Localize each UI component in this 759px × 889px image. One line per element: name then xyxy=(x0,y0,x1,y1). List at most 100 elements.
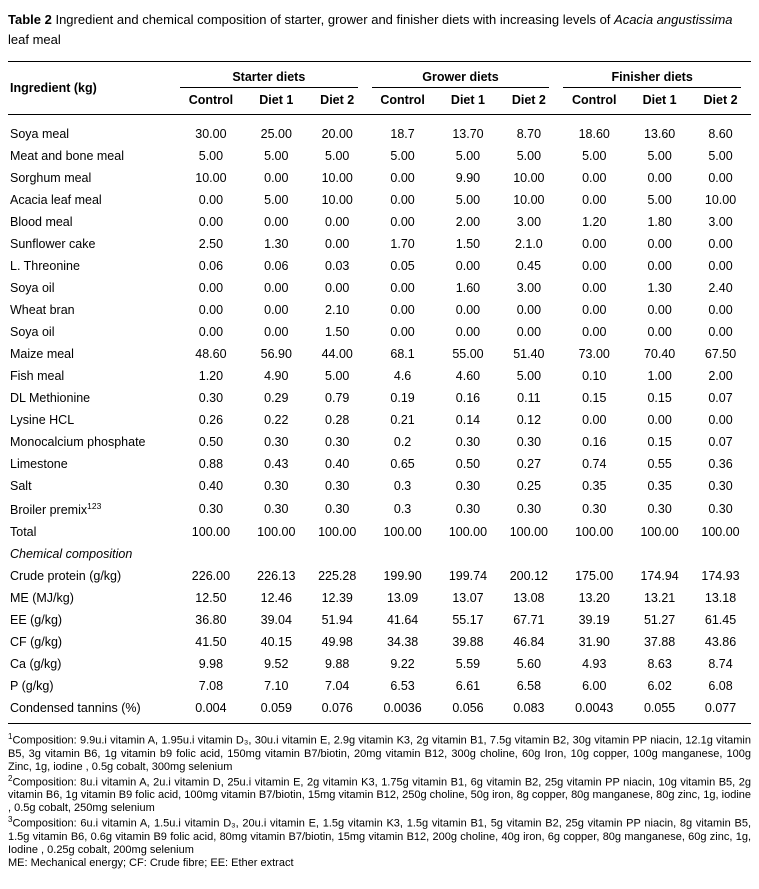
column-group-grower-label: Grower diets xyxy=(371,70,550,88)
cell-value: 0.30 xyxy=(198,502,224,517)
cell-value: 12.39 xyxy=(321,591,353,606)
cell-value: 0.15 xyxy=(582,391,607,405)
cell-value: 40.15 xyxy=(260,635,292,650)
cell-value: 0.12 xyxy=(516,413,542,427)
row-label: L. Threonine xyxy=(10,259,80,273)
cell-value: 39.88 xyxy=(452,635,484,650)
cell-value: 0.26 xyxy=(198,413,224,427)
cell-value: 55.00 xyxy=(452,347,484,361)
cell-value: 0.00 xyxy=(325,237,350,251)
cell-value: 174.94 xyxy=(640,569,679,584)
row-label: Meat and bone meal xyxy=(10,149,124,163)
cell-value: 0.03 xyxy=(325,259,350,273)
cell-value: 0.00 xyxy=(708,259,733,273)
cell-value: 6.00 xyxy=(582,679,607,694)
cell-value: 0.19 xyxy=(390,391,415,405)
cell-value: 0.00 xyxy=(582,171,607,185)
row-label: Total xyxy=(10,525,37,540)
cell-value: 0.40 xyxy=(325,457,350,471)
table-row: Sunflower cake 2.50 1.30 0.00 1.70 1.50 2.1.0 0… xyxy=(8,233,751,255)
cell-value: 0.55 xyxy=(647,457,672,471)
cell-value: 226.13 xyxy=(257,569,296,584)
cell-value: 5.00 xyxy=(325,149,350,163)
footnote: 2Composition: 8u.i vitamin A, 2u.i vitam… xyxy=(8,773,751,815)
cell-value: 5.00 xyxy=(325,369,350,383)
cell-value: 36.80 xyxy=(195,613,227,628)
cell-value: 56.90 xyxy=(260,347,292,361)
cell-value: 34.38 xyxy=(386,635,419,650)
column-group-starter-label: Starter diets xyxy=(180,70,358,88)
cell-value: 9.90 xyxy=(455,171,481,185)
cell-value: 2.50 xyxy=(198,237,224,251)
cell-value: 0.79 xyxy=(325,391,350,405)
column-header-diet-2: Diet 2 xyxy=(320,93,355,107)
cell-value: 10.00 xyxy=(321,171,353,185)
cell-value: 0.00 xyxy=(647,171,672,185)
row-label: Fish meal xyxy=(10,369,65,383)
cell-value: 9.88 xyxy=(325,657,350,672)
cell-value: 13.09 xyxy=(386,591,419,606)
cell-value: 0.00 xyxy=(582,193,607,207)
cell-value: 1.60 xyxy=(455,281,481,295)
cell-value: 0.40 xyxy=(198,479,224,493)
cell-value: 0.056 xyxy=(452,701,484,716)
cell-value: 0.30 xyxy=(708,502,733,517)
cell-value: 0.27 xyxy=(516,457,542,471)
cell-value: 5.00 xyxy=(708,149,733,163)
cell-value: 1.30 xyxy=(264,237,289,251)
cell-value: 5.59 xyxy=(455,657,481,672)
row-label-superscript: 123 xyxy=(87,501,102,511)
cell-value: 0.50 xyxy=(455,457,481,471)
column-group-finisher: Finisher diets xyxy=(559,62,751,88)
cell-value: 0.50 xyxy=(198,435,224,449)
cell-value: 13.60 xyxy=(643,127,676,141)
cell-value: 0.30 xyxy=(325,479,350,493)
cell-value: 51.40 xyxy=(513,347,545,361)
cell-value: 4.90 xyxy=(264,369,289,383)
column-header-ingredient: Ingredient (kg) xyxy=(10,81,97,95)
cell-value: 67.71 xyxy=(513,613,545,628)
cell-value: 7.08 xyxy=(198,679,224,694)
cell-value: 0.05 xyxy=(390,259,415,273)
table-caption-text: Ingredient and chemical composition of s… xyxy=(51,12,615,27)
cell-value: 0.00 xyxy=(647,259,672,273)
table-caption: Table 2 Ingredient and chemical composit… xyxy=(8,10,751,49)
cell-value: 2.00 xyxy=(708,369,733,383)
cell-value: 1.50 xyxy=(325,325,350,339)
section-label: Chemical composition xyxy=(10,547,133,562)
cell-value: 51.27 xyxy=(643,613,676,628)
cell-value: 2.40 xyxy=(708,281,733,295)
cell-value: 4.93 xyxy=(582,657,607,672)
cell-value: 0.16 xyxy=(582,435,607,449)
cell-value: 6.58 xyxy=(516,679,542,694)
cell-value: 0.00 xyxy=(390,281,415,295)
cell-value: 18.60 xyxy=(578,127,610,141)
cell-value: 0.00 xyxy=(582,259,607,273)
cell-value: 5.00 xyxy=(582,149,607,163)
cell-value: 0.00 xyxy=(198,193,224,207)
table-row: EE (g/kg) 36.80 39.04 51.94 41.64 55.17 67.71 3… xyxy=(8,609,751,631)
cell-value: 0.077 xyxy=(704,701,737,716)
column-group-row: Ingredient (kg) Starter diets Grower die… xyxy=(8,62,751,95)
cell-value: 0.00 xyxy=(708,303,733,317)
cell-value: 0.11 xyxy=(517,391,541,405)
table-row: P (g/kg) 7.08 7.10 7.04 6.53 6.61 6.58 6.00 6.02… xyxy=(8,675,751,697)
column-header-diet-1: Diet 1 xyxy=(642,93,677,107)
table-row: Crude protein (g/kg) 226.00 226.13 225.28 19… xyxy=(8,565,751,587)
cell-value: 3.00 xyxy=(516,215,542,229)
cell-value: 100.00 xyxy=(640,525,679,540)
footnote-superscript: 1 xyxy=(8,732,13,742)
cell-value: 0.30 xyxy=(198,391,224,405)
table-header: Ingredient (kg) Starter diets Grower die… xyxy=(8,62,751,115)
column-header-control: Control xyxy=(380,93,425,107)
cell-value: 0.15 xyxy=(647,391,672,405)
cell-value: 3.00 xyxy=(516,281,542,295)
cell-value: 5.00 xyxy=(516,149,542,163)
cell-value: 4.6 xyxy=(393,369,412,383)
cell-value: 12.50 xyxy=(195,591,227,606)
table-row: Soya oil 0.00 0.00 1.50 0.00 0.00 0.00 0.00 0.00… xyxy=(8,321,751,343)
cell-value: 51.94 xyxy=(321,613,353,628)
cell-value: 0.00 xyxy=(455,259,481,273)
cell-value: 0.00 xyxy=(264,303,289,317)
